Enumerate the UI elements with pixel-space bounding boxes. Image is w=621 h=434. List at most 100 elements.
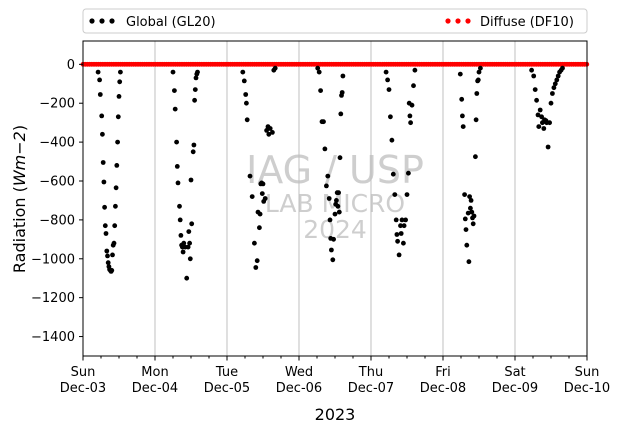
- global-point: [95, 69, 101, 75]
- x-tick-label-day: Sun: [575, 365, 600, 380]
- global-point: [473, 117, 479, 123]
- legend-marker-global: [89, 18, 115, 24]
- x-axis-label: 2023: [315, 405, 356, 424]
- legend-label-diffuse: Diffuse (DF10): [480, 15, 574, 30]
- global-point: [554, 77, 560, 83]
- global-point: [186, 229, 192, 235]
- global-point: [103, 231, 109, 236]
- y-tick-label: −400: [39, 136, 75, 151]
- global-point: [401, 223, 407, 229]
- global-point: [264, 127, 269, 133]
- x-tick-label-date: Dec-08: [420, 381, 466, 396]
- global-point: [177, 203, 182, 209]
- global-point: [548, 100, 554, 106]
- global-point: [395, 238, 400, 244]
- legend: Global (GL20) Diffuse (DF10): [82, 8, 588, 34]
- global-point: [253, 265, 259, 270]
- y-axis-label: Radiation (Wm−2): [10, 125, 29, 273]
- global-point: [100, 131, 105, 137]
- global-point: [537, 107, 543, 113]
- global-point: [339, 90, 345, 95]
- y-tick-label: −800: [39, 213, 75, 228]
- legend-frame: [82, 8, 588, 34]
- global-point: [244, 100, 249, 106]
- series-global: [95, 65, 565, 281]
- global-point: [105, 253, 110, 259]
- global-point: [249, 194, 255, 200]
- global-point: [272, 65, 278, 71]
- global-point: [266, 131, 272, 137]
- global-point: [116, 94, 122, 99]
- global-point: [113, 185, 119, 191]
- global-point: [338, 111, 344, 117]
- global-point: [409, 102, 415, 108]
- global-point: [315, 65, 321, 71]
- global-point: [244, 117, 250, 123]
- global-point: [535, 112, 541, 118]
- global-point: [386, 87, 392, 92]
- x-tick-label-date: Dec-07: [348, 381, 394, 396]
- x-tick-label-date: Dec-09: [492, 381, 538, 396]
- global-point: [190, 149, 196, 155]
- global-point: [189, 221, 195, 227]
- global-point: [170, 69, 176, 75]
- y-axis: 0 −200 −400 −600 −800 −1000 −1200 −1400: [31, 58, 83, 345]
- global-point: [260, 181, 266, 187]
- global-point: [467, 194, 472, 200]
- global-point: [332, 211, 338, 217]
- global-point: [104, 248, 110, 254]
- global-point: [181, 240, 187, 246]
- x-tick-label-day: Mon: [141, 365, 168, 380]
- global-point: [399, 217, 405, 223]
- global-point: [468, 198, 474, 203]
- x-tick-label-date: Dec-06: [276, 381, 322, 396]
- global-point: [318, 88, 323, 93]
- global-point: [531, 73, 537, 79]
- global-point: [336, 190, 341, 196]
- global-point: [411, 83, 416, 89]
- global-point: [329, 247, 334, 253]
- global-point: [385, 77, 390, 83]
- x-tick-label-date: Dec-03: [60, 381, 106, 396]
- global-point: [187, 240, 193, 246]
- global-point: [336, 209, 342, 215]
- global-point: [241, 78, 247, 84]
- global-point: [187, 256, 193, 262]
- y-tick-label: −600: [39, 175, 75, 190]
- global-point: [191, 142, 197, 148]
- global-point: [459, 96, 465, 102]
- global-point: [326, 196, 332, 201]
- global-point: [101, 179, 107, 185]
- global-point: [100, 160, 106, 165]
- y-tick-label: 0: [67, 58, 75, 73]
- global-point: [539, 114, 544, 120]
- global-point: [321, 119, 326, 125]
- global-point: [322, 146, 328, 152]
- global-point: [270, 130, 275, 135]
- global-point: [473, 154, 478, 160]
- legend-label-global: Global (GL20): [126, 15, 216, 30]
- global-point: [340, 73, 346, 79]
- global-point: [114, 163, 120, 168]
- global-point: [401, 240, 406, 246]
- global-point: [99, 113, 105, 119]
- global-point: [327, 217, 333, 223]
- global-point: [172, 88, 177, 93]
- global-point: [463, 227, 469, 233]
- global-point: [404, 192, 410, 198]
- global-point: [243, 92, 249, 97]
- x-tick-label-date: Dec-05: [204, 381, 250, 396]
- global-point: [471, 213, 477, 219]
- x-tick-label-day: Sat: [504, 365, 525, 380]
- global-point: [177, 217, 183, 223]
- x-tick-label-day: Tue: [215, 365, 238, 380]
- legend-marker-diffuse: [445, 18, 471, 24]
- global-point: [97, 92, 103, 97]
- global-point: [259, 191, 265, 197]
- global-point: [462, 216, 468, 222]
- global-point: [478, 65, 483, 71]
- global-point: [476, 69, 482, 75]
- global-point: [174, 164, 180, 169]
- global-point: [412, 67, 418, 73]
- global-point: [316, 69, 322, 75]
